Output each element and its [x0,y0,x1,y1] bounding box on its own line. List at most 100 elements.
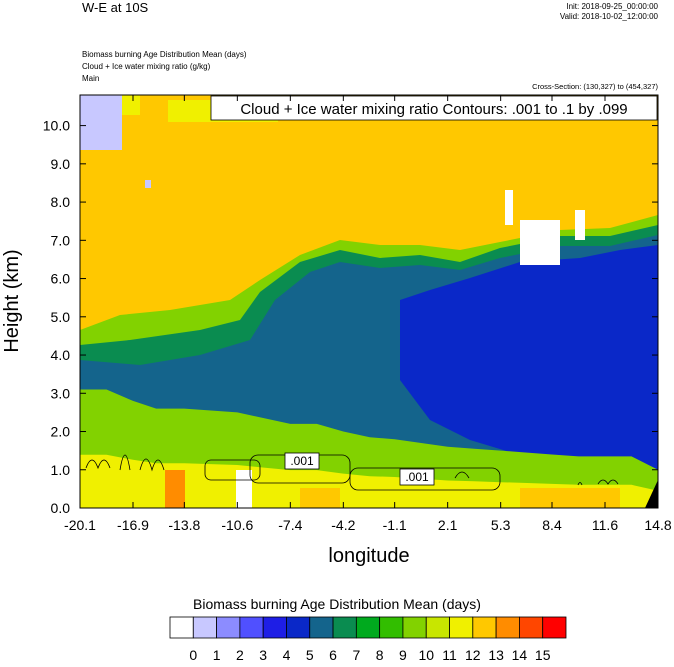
valid-time: Valid: 2018-10-02_12:00:00 [559,12,658,21]
colorbar-swatch [309,616,334,639]
contour-label-box [399,468,435,486]
y-tick-label: 5.0 [51,309,71,325]
age-patch-surface-yellow [300,488,340,508]
y-tick-label: 2.0 [51,424,71,440]
cross-section-label: Cross-Section: (130,327) to (454,327) [532,82,658,91]
colorbar-level-label: 4 [283,647,291,663]
colorbar-swatch [425,616,450,639]
contour-label-1: .001 [290,454,314,468]
colorbar-swatch [262,616,287,639]
y-tick-label: 4.0 [51,347,71,363]
colorbar-swatch [355,616,381,639]
colorbar-level-label: 14 [512,647,528,663]
colorbar-swatch [495,616,520,639]
colorbar-swatch [379,616,404,639]
y-tick-label: 9.0 [51,156,71,172]
contour-line [119,454,131,471]
colorbar-level-label: 8 [376,647,384,663]
x-axis: -20.1 -16.9 -13.8 -10.6 -7.4 -4.2 -1.1 2.1 5.3 8.… [64,95,672,533]
colorbar: 0 1 2 3 4 5 6 7 8 9 10 11 12 13 14 15 [169,616,567,663]
age-patch-surface-orange [165,470,185,508]
x-tick-label: -20.1 [64,517,96,533]
contour-label-2: .001 [405,470,429,484]
contour-legend-text: Cloud + Ice water mixing ratio Contours:… [240,101,627,118]
x-tick-label: -16.9 [117,517,149,533]
age-band-5-day [400,245,658,475]
age-band-12-day [80,454,658,508]
contour-line [577,482,583,486]
colorbar-swatch [542,616,567,639]
colorbar-level-label: 5 [306,647,314,663]
colorbar-swatch [402,616,427,639]
age-patch-small [145,180,151,188]
age-patch-upper-east-white-3 [575,210,585,240]
colorbar-level-label: 6 [329,647,337,663]
y-tick-label: 7.0 [51,232,71,248]
colorbar-level-label: 3 [259,647,267,663]
x-tick-label: -4.2 [331,517,355,533]
field-label-age: Biomass burning Age Distribution Mean (d… [82,50,247,59]
colorbar-level-label: 13 [488,647,504,663]
contour-line [139,458,165,472]
y-tick-label: 8.0 [51,194,71,210]
age-patch-surface-white [236,470,252,508]
contour-line [454,471,470,479]
y-tick-label: 1.0 [51,462,71,478]
colorbar-level-label: 10 [418,647,434,663]
colorbar-swatch [192,616,217,639]
age-patch-upper-left-yellow [122,95,140,115]
contour-label-box [284,452,320,470]
plot-frame [79,94,659,509]
y-axis: 0.0 1.0 2.0 3.0 4.0 5.0 6.0 7.0 8.0 9.0 10.0 [43,118,658,516]
y-tick-label: 3.0 [51,385,71,401]
terrain-corner [645,480,658,508]
contour-line [597,479,619,485]
y-tick-label: 6.0 [51,271,71,287]
colorbar-swatch [216,616,241,639]
colorbar-swatch [286,616,311,639]
y-axis-label: Height (km) [1,249,23,352]
x-tick-label: 8.4 [542,517,562,533]
age-patch-upper-east-white [520,220,560,265]
colorbar-level-label: 12 [465,647,481,663]
colorbar-swatch [239,616,264,639]
field-label-cloud: Cloud + Ice water mixing ratio (g/kg) [82,62,211,71]
contour-line [85,459,111,470]
colorbar-level-label: 15 [535,647,551,663]
age-patch-upper-east-white-2 [505,190,513,225]
colorbar-level-label: 7 [352,647,360,663]
colorbar-level-label: 11 [442,647,457,663]
colorbar-level-label: 0 [189,647,197,663]
init-time: Init: 2018-09-25_00:00:00 [566,2,658,11]
x-tick-label: 5.3 [491,517,511,533]
colorbar-level-label: 9 [399,647,407,663]
colorbar-level-label: 2 [236,647,244,663]
field-label-domain: Main [82,74,100,83]
cloud-water-contours [85,454,619,491]
y-tick-label: 10.0 [43,118,70,134]
contour-line [349,467,501,491]
x-tick-label: -10.6 [221,517,253,533]
x-tick-label: 2.1 [438,517,458,533]
x-axis-label: longitude [328,545,409,567]
contour-line [204,459,261,481]
plot-area: .001 .001 Cloud + Ice water mixing ratio… [80,95,658,508]
x-tick-label: -13.8 [168,517,200,533]
colorbar-swatch [332,616,357,639]
colorbar-title: Biomass burning Age Distribution Mean (d… [193,596,481,612]
x-tick-label: 11.6 [592,517,618,533]
x-tick-label: -7.4 [278,517,302,533]
colorbar-swatch [519,616,544,639]
colorbar-swatch [449,616,474,639]
x-tick-label: -1.1 [383,517,407,533]
colorbar-swatch [472,616,497,639]
age-patch-surface-east [520,488,620,508]
age-patch-upper-left [80,95,122,150]
colorbar-swatch [169,616,194,639]
plot-title: W-E at 10S [82,0,149,15]
contour-value-labels: .001 .001 [284,452,435,486]
contour-legend-box [210,95,658,121]
y-tick-label: 0.0 [51,500,71,516]
x-tick-label: 14.8 [644,517,671,533]
